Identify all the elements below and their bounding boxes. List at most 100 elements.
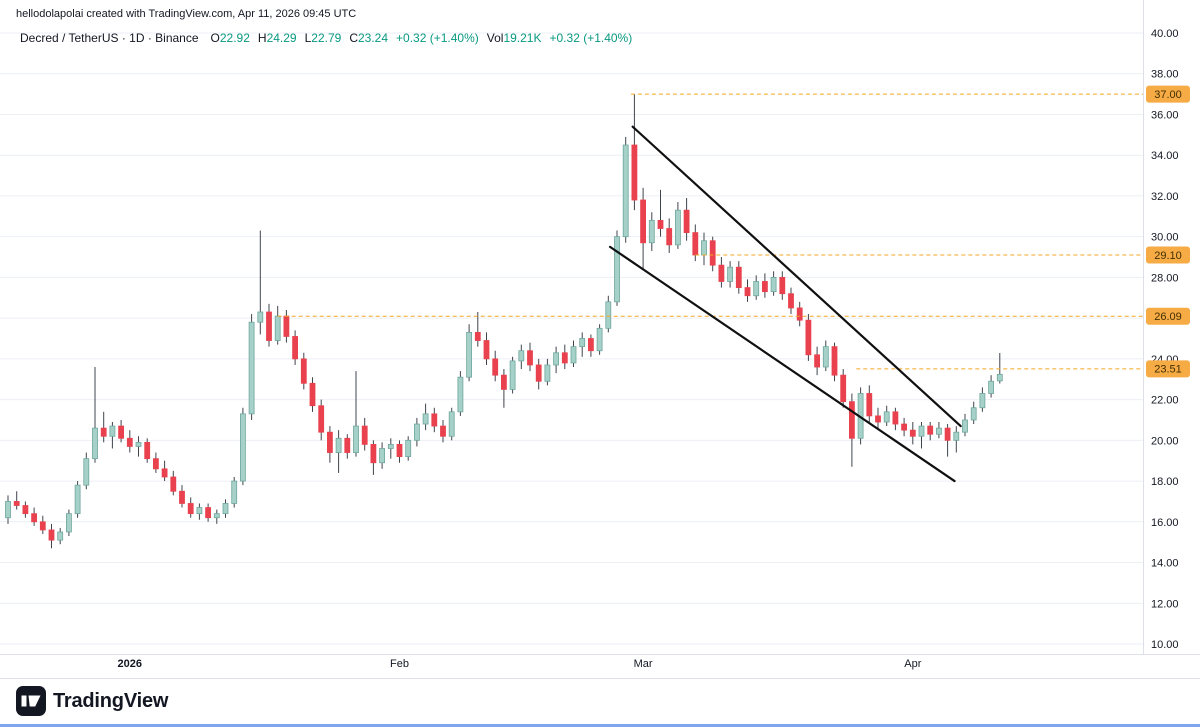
candle-body [640,199,646,244]
price-axis[interactable] [1144,0,1200,655]
candle-body [361,425,368,445]
candle-body [788,293,794,309]
candle-body [883,411,890,423]
candle-body [944,427,951,441]
candle-body [309,382,316,407]
price-level-badge [1146,307,1190,325]
price-axis-label: 14.00 [1151,558,1179,570]
candle-body [718,264,725,282]
price-axis-label: 34.00 [1151,150,1179,162]
candle-body [300,358,307,384]
candle-body [631,144,638,201]
trendline[interactable] [631,125,962,428]
candle-body [753,281,760,297]
candle-body [239,413,246,482]
candle-body [762,281,768,293]
candle-body [448,411,455,437]
candle-body [213,513,220,519]
candle-body [283,315,290,337]
candle-body [5,501,11,519]
candle-body [909,429,916,437]
candle-body [988,380,994,394]
candle-body [657,219,664,229]
candle-body [144,441,151,460]
candle-body [161,468,168,478]
price-axis-label: 18.00 [1151,476,1179,488]
candle-body [57,531,64,541]
candle-body [814,354,820,368]
candle-body [431,413,438,427]
time-axis-label: Mar [634,658,653,670]
candle-body [466,331,473,378]
price-level-badge-label: 37.00 [1154,89,1182,101]
candle-body [422,413,429,425]
ohlc-close: C 23.24 [349,31,389,45]
candle-body [553,352,559,366]
candle-body [187,503,194,515]
candle-body [474,331,481,341]
candle-body [266,311,272,341]
price-level-badge [1146,85,1190,103]
price-change: +0.32 (+1.40%) [396,31,479,45]
candle-body [735,266,742,288]
candle-body [779,276,786,295]
candle-body [179,490,185,504]
candle-body [709,240,716,266]
price-axis-label: 30.00 [1151,232,1179,244]
candle-body [918,425,925,437]
candle-body [953,431,960,441]
candle-body [544,364,551,382]
candle-body [892,411,899,425]
candle-body [614,236,620,303]
candle-body [379,448,386,464]
price-level-badge-label: 29.10 [1154,250,1182,262]
candle-body [344,437,351,453]
candle-body [396,444,403,458]
candle-body [318,405,325,433]
candle-body [622,144,629,238]
trendline[interactable] [608,245,956,483]
ohlc-open: O 22.92 [210,31,250,45]
candle-body [292,336,299,360]
candle-body [962,419,968,433]
candle-body [39,521,46,531]
candle-body [335,437,342,453]
price-axis-label: 20.00 [1151,435,1179,447]
candle-body [387,444,394,449]
symbol-title[interactable]: Decred / TetherUS · 1D · Binance [20,31,199,45]
candle-body [683,209,690,233]
candle-body [744,287,751,297]
price-level-badge [1146,246,1190,264]
candle-body [605,301,612,329]
candle-body [875,415,881,423]
volume: Vol 19.21K [486,31,542,45]
tradingview-logo[interactable]: TradingView [16,686,168,716]
price-axis-label: 16.00 [1151,517,1179,529]
candle-body [457,376,464,413]
candle-body [675,209,681,246]
time-axis[interactable] [0,655,1144,679]
price-axis-label: 28.00 [1151,272,1179,284]
time-axis-label: Apr [904,658,921,670]
candle-body [692,232,699,256]
candle-body [74,484,81,515]
candle-body [248,321,255,415]
window-bottom-edge [0,724,1200,727]
price-axis-label: 22.00 [1151,395,1179,407]
candle-body [727,266,733,282]
candle-body [701,240,707,256]
candle-body [13,501,20,506]
price-axis-label: 32.00 [1151,191,1179,203]
candle-body [500,374,507,390]
candle-body [866,393,873,417]
price-axis-label: 38.00 [1151,69,1179,81]
candle-body [83,458,90,486]
candle-body [326,431,333,453]
candle-body [822,346,829,368]
candle-body [231,480,238,504]
candle-body [413,423,420,441]
price-level-badge [1146,360,1190,378]
candle-body [796,307,803,321]
